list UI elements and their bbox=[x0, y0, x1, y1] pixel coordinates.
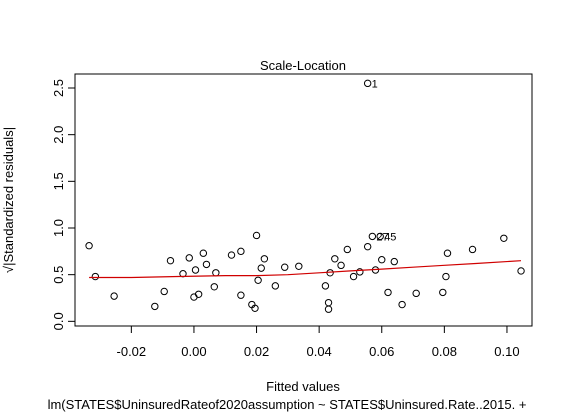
point-label: 27 bbox=[376, 231, 388, 243]
data-point bbox=[191, 266, 200, 274]
data-point bbox=[199, 249, 208, 257]
data-point bbox=[349, 272, 358, 281]
y-tick-label: 0.0 bbox=[51, 312, 66, 330]
y-axis-label: √|Standardized residuals| bbox=[1, 127, 16, 273]
x-tick-label: 0.08 bbox=[432, 344, 457, 359]
y-tick-label: 2.0 bbox=[51, 126, 66, 144]
data-point bbox=[194, 290, 203, 298]
x-tick-label: 0.02 bbox=[244, 344, 269, 359]
y-tick-label: 2.5 bbox=[51, 79, 66, 97]
data-point bbox=[439, 288, 447, 297]
data-point bbox=[254, 276, 262, 284]
data-point bbox=[468, 245, 477, 254]
x-tick-label: 0.00 bbox=[181, 344, 206, 359]
data-point bbox=[202, 260, 211, 269]
x-tick-label: 0.06 bbox=[369, 344, 394, 359]
data-point bbox=[151, 302, 159, 311]
y-axis: 0.0 0.5 1.0 1.5 2.0 2.5 bbox=[51, 79, 76, 330]
data-point bbox=[384, 288, 392, 297]
data-point bbox=[91, 272, 100, 281]
data-point bbox=[343, 245, 352, 254]
data-point bbox=[260, 255, 269, 263]
y-tick-label: 1.5 bbox=[51, 172, 66, 190]
data-point bbox=[227, 251, 236, 259]
data-point bbox=[252, 231, 261, 240]
data-point bbox=[85, 242, 93, 250]
data-point bbox=[356, 268, 364, 276]
data-point bbox=[376, 232, 384, 241]
data-point bbox=[331, 255, 339, 263]
data-point bbox=[390, 257, 398, 266]
data-point bbox=[324, 305, 333, 313]
data-point bbox=[442, 272, 450, 281]
data-point bbox=[368, 232, 377, 241]
x-axis-label: Fitted values bbox=[266, 379, 340, 394]
x-tick-label: 0.10 bbox=[494, 344, 519, 359]
data-point bbox=[443, 249, 452, 257]
data-point bbox=[337, 261, 345, 270]
data-point bbox=[237, 291, 245, 299]
data-point bbox=[500, 234, 508, 242]
data-point bbox=[160, 287, 168, 296]
x-tick-label: -0.02 bbox=[117, 344, 147, 359]
x-tick-label: 0.04 bbox=[306, 344, 331, 359]
y-tick-label: 1.0 bbox=[51, 219, 66, 237]
data-point bbox=[237, 247, 245, 256]
data-point bbox=[251, 304, 259, 312]
chart-title: Scale-Location bbox=[260, 58, 346, 73]
data-point bbox=[257, 264, 265, 272]
data-point bbox=[412, 289, 420, 298]
data-point bbox=[363, 242, 372, 251]
smooth-line bbox=[89, 260, 522, 279]
data-point bbox=[185, 254, 193, 262]
data-point bbox=[363, 79, 372, 88]
data-point bbox=[398, 300, 406, 309]
y-tick-label: 0.5 bbox=[51, 266, 66, 284]
data-point bbox=[166, 256, 175, 265]
data-points bbox=[85, 79, 525, 313]
data-point bbox=[295, 262, 303, 270]
data-point bbox=[210, 283, 218, 291]
data-point bbox=[378, 256, 386, 264]
point-label: 45 bbox=[384, 231, 396, 243]
chart-subtitle: lm(STATES$UninsuredRateof2020assumption … bbox=[48, 397, 527, 412]
data-point bbox=[517, 267, 525, 275]
point-label: 1 bbox=[372, 78, 378, 90]
data-point bbox=[271, 282, 280, 290]
data-point bbox=[321, 282, 330, 290]
x-axis: -0.02 0.00 0.02 0.04 0.06 0.08 0.10 bbox=[117, 325, 520, 359]
data-point bbox=[110, 292, 118, 300]
smooth-line-group bbox=[89, 260, 522, 279]
data-point bbox=[281, 263, 289, 271]
